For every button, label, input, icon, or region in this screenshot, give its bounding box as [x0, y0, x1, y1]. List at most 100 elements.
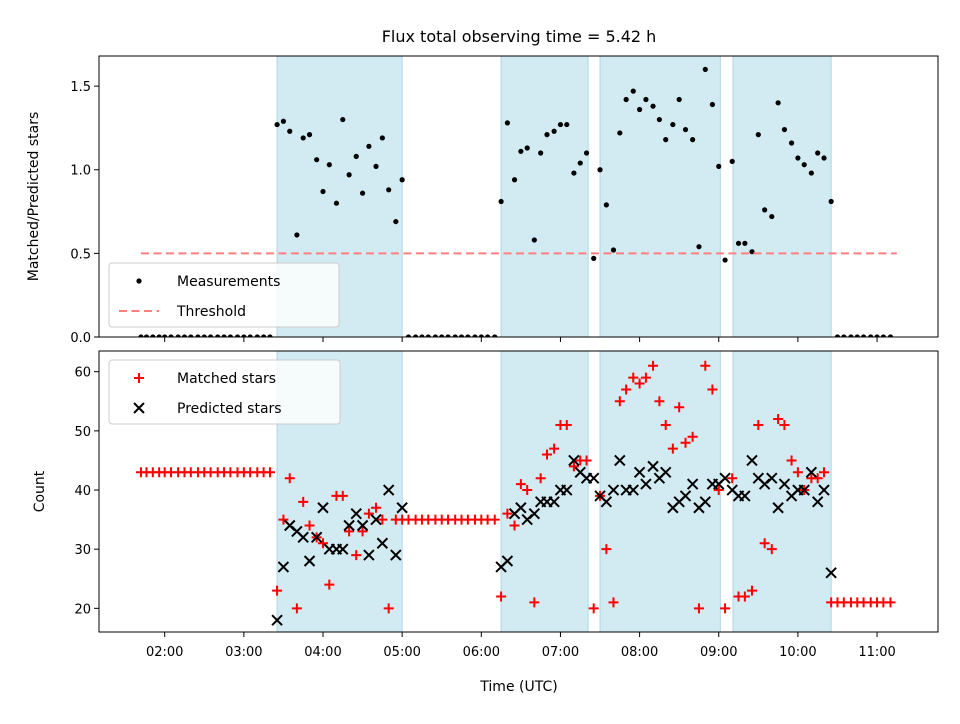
predicted-stars-point	[746, 454, 758, 467]
predicted-stars-point	[568, 454, 580, 467]
measurement-point	[452, 334, 458, 337]
measurement-point	[300, 135, 306, 141]
legend: Matched stars Predicted stars	[108, 359, 341, 425]
predicted-stars-point	[317, 502, 329, 514]
measurement-point	[808, 170, 814, 176]
measurement-point	[405, 334, 412, 337]
legend-predicted-swatch	[133, 402, 145, 414]
predicted-stars-point	[343, 519, 355, 532]
matched-stars-point	[357, 526, 368, 537]
predicted-stars-point	[818, 484, 830, 496]
predicted-stars-point	[515, 502, 527, 514]
measurement-point	[544, 132, 550, 138]
measurement-point	[880, 334, 886, 337]
predicted-stars-point	[772, 502, 784, 514]
predicted-stars-point	[382, 484, 395, 496]
measurement-point	[138, 334, 144, 337]
legend-box	[108, 262, 340, 328]
measurement-point	[682, 126, 689, 133]
matched-stars-point	[720, 603, 731, 614]
measurement-point	[445, 334, 451, 337]
predicted-stars-point	[310, 531, 323, 544]
matched-stars-point	[713, 485, 724, 496]
matched-stars-point	[377, 514, 388, 525]
measurement-point	[670, 121, 676, 128]
matched-stars-point	[291, 603, 302, 614]
y-tick-label: 0.5	[70, 247, 91, 262]
measurement-point	[326, 162, 332, 168]
measurement-point	[314, 157, 320, 163]
measurement-point	[610, 247, 617, 253]
chart-title: Flux total observing time = 5.42 h	[382, 27, 657, 46]
predicted-stars-point	[277, 561, 290, 573]
predicted-stars-point	[271, 614, 283, 626]
matched-stars-point	[371, 502, 382, 513]
measurement-point	[162, 334, 168, 337]
predicted-stars-point	[363, 549, 375, 561]
x-axis-label: Time (UTC)	[479, 679, 557, 695]
matched-stars-point	[700, 360, 711, 371]
measurement-point	[656, 116, 662, 123]
predicted-stars-point	[356, 519, 369, 532]
matched-stars-point	[727, 473, 738, 484]
measurement-point	[221, 334, 227, 337]
measurement-point	[571, 170, 577, 176]
predicted-stars-point	[798, 484, 810, 496]
panel-frame	[98, 350, 939, 633]
measurement-point	[815, 150, 821, 156]
measurement-point	[340, 116, 346, 123]
x-tick-label: 08:00	[621, 645, 658, 660]
matched-stars-point	[363, 508, 374, 519]
measurement-point	[729, 158, 735, 164]
measurement-point	[247, 334, 253, 337]
observing-interval	[599, 55, 721, 338]
measurement-point	[577, 160, 583, 166]
measurement-point	[650, 103, 656, 109]
predicted-stars-point	[614, 454, 626, 467]
observing-interval	[500, 55, 589, 338]
measurement-point	[623, 96, 629, 103]
measurement-point	[742, 240, 748, 246]
panel-frame	[98, 55, 939, 338]
matched-stars-point	[766, 544, 777, 555]
predicted-stars-point	[396, 502, 408, 514]
measurement-point	[591, 255, 597, 261]
x-tick-label: 10:00	[779, 645, 816, 660]
y-tick-label: 20	[74, 602, 91, 617]
predicted-stars-point	[627, 484, 639, 496]
predicted-stars-point	[778, 478, 791, 490]
measurement-point	[366, 143, 372, 149]
matched-stars-point	[621, 384, 632, 395]
measurement-point	[841, 334, 847, 337]
matched-stars-point	[680, 437, 691, 448]
measurement-point	[551, 128, 557, 134]
predicted-stars-point	[766, 472, 778, 484]
predicted-stars-point	[640, 478, 652, 490]
measurement-point	[175, 334, 181, 337]
measurement-point	[201, 334, 207, 337]
x-tick-label: 07:00	[542, 645, 579, 660]
matched-stars-point	[640, 372, 651, 383]
matched-stars-point	[324, 579, 335, 590]
matched-stars-point	[541, 449, 552, 460]
matched-stars-point	[264, 467, 275, 478]
measurement-point	[359, 190, 366, 196]
measurement-point	[419, 334, 425, 337]
matched-stars-point	[502, 508, 513, 519]
x-tick-label: 05:00	[383, 645, 420, 660]
measurement-point	[156, 334, 162, 337]
matched-stars-point	[779, 419, 790, 430]
predicted-stars-point	[607, 484, 620, 496]
matched-stars-point	[759, 538, 770, 549]
measurement-point	[643, 96, 649, 103]
predicted-stars-point	[679, 490, 692, 502]
predicted-stars-point	[350, 507, 362, 520]
predicted-stars-point	[303, 555, 316, 567]
matched-stars-point	[588, 603, 599, 614]
measurement-point	[557, 121, 564, 128]
legend-label: Measurements	[177, 274, 280, 290]
measurement-point	[775, 100, 781, 106]
measurement-point	[504, 120, 511, 126]
measurement-point	[399, 177, 405, 183]
y-tick-label: 30	[74, 543, 91, 558]
